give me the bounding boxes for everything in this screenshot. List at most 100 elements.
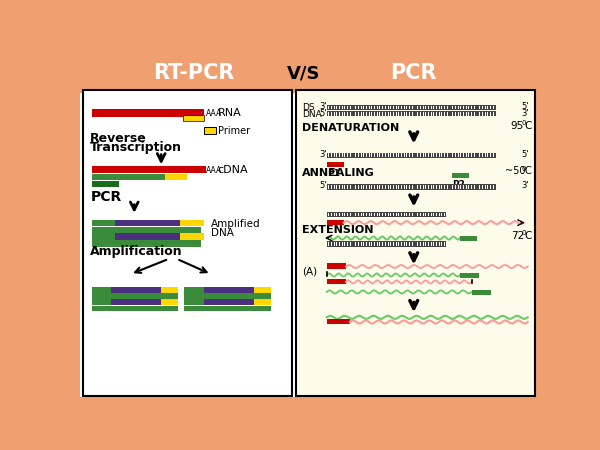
Text: EXTENSION: EXTENSION <box>302 225 374 235</box>
Bar <box>425 213 426 216</box>
Text: 0: 0 <box>521 166 526 172</box>
Bar <box>374 213 375 216</box>
Bar <box>92 299 111 305</box>
Text: RT-PCR: RT-PCR <box>154 63 235 83</box>
Bar <box>439 185 440 189</box>
Bar <box>412 185 413 189</box>
Bar <box>382 213 383 216</box>
Text: ANNEALING: ANNEALING <box>302 168 375 178</box>
Bar <box>92 240 201 247</box>
Bar <box>339 185 340 189</box>
Bar <box>339 153 340 157</box>
Bar <box>463 106 464 109</box>
Bar <box>203 299 254 305</box>
Bar <box>334 153 335 157</box>
Bar <box>390 242 391 246</box>
Bar <box>184 287 203 292</box>
Bar <box>342 185 343 189</box>
Bar <box>388 213 389 216</box>
Bar <box>401 112 402 116</box>
Bar <box>92 233 115 239</box>
Bar <box>409 213 410 216</box>
Bar <box>436 106 437 109</box>
Bar <box>369 242 370 246</box>
Bar <box>401 242 402 246</box>
Bar <box>377 185 378 189</box>
Text: 95: 95 <box>511 121 524 130</box>
Bar <box>487 106 488 109</box>
Bar <box>328 242 329 246</box>
Bar <box>254 299 271 305</box>
Bar <box>474 185 475 189</box>
Bar <box>444 213 445 216</box>
Bar <box>382 112 383 116</box>
Bar <box>382 106 383 109</box>
Bar <box>420 153 421 157</box>
Bar <box>422 213 424 216</box>
Bar <box>395 185 397 189</box>
Bar <box>184 299 203 305</box>
Bar <box>355 106 356 109</box>
Bar <box>482 153 483 157</box>
Bar <box>334 185 335 189</box>
Bar <box>92 227 201 234</box>
Bar <box>476 153 478 157</box>
Text: DENATURATION: DENATURATION <box>302 123 400 133</box>
Bar <box>444 242 445 246</box>
Text: 5': 5' <box>521 102 529 111</box>
Bar <box>444 112 445 116</box>
Bar <box>331 185 332 189</box>
Bar <box>390 153 391 157</box>
Bar <box>395 213 397 216</box>
Bar <box>385 112 386 116</box>
Bar <box>412 213 413 216</box>
Bar <box>433 185 434 189</box>
Bar <box>328 153 329 157</box>
Bar <box>466 112 467 116</box>
Bar <box>350 112 351 116</box>
Bar <box>390 106 391 109</box>
Bar <box>412 106 413 109</box>
Bar <box>452 112 453 116</box>
Bar <box>460 153 461 157</box>
Text: Reverse: Reverse <box>91 132 147 145</box>
Bar <box>344 185 346 189</box>
Bar <box>398 106 399 109</box>
Bar <box>420 185 421 189</box>
Bar <box>344 213 346 216</box>
Bar <box>393 153 394 157</box>
Bar <box>361 242 362 246</box>
Bar <box>409 153 410 157</box>
Bar <box>447 185 448 189</box>
Bar <box>334 112 335 116</box>
Bar <box>181 220 203 226</box>
Text: 0: 0 <box>521 120 526 126</box>
Bar <box>474 153 475 157</box>
Bar <box>331 213 332 216</box>
Bar <box>80 93 535 397</box>
Bar <box>466 185 467 189</box>
Text: 3': 3' <box>319 150 326 159</box>
Bar <box>334 106 335 109</box>
Text: Amplification: Amplification <box>91 245 183 257</box>
Bar <box>355 153 356 157</box>
Bar <box>439 153 440 157</box>
Bar <box>347 185 348 189</box>
Bar <box>406 112 407 116</box>
Bar <box>331 242 332 246</box>
Text: 72: 72 <box>511 231 524 242</box>
Bar <box>331 112 332 116</box>
Bar <box>361 112 362 116</box>
Bar <box>203 287 254 292</box>
Bar <box>433 153 434 157</box>
Bar <box>385 242 386 246</box>
Bar <box>436 153 437 157</box>
Bar <box>371 153 373 157</box>
Text: DNA: DNA <box>211 228 234 238</box>
Bar <box>355 213 356 216</box>
Bar <box>449 112 451 116</box>
Bar <box>401 185 402 189</box>
Bar <box>92 293 178 299</box>
Bar <box>471 185 472 189</box>
Bar <box>327 105 496 110</box>
